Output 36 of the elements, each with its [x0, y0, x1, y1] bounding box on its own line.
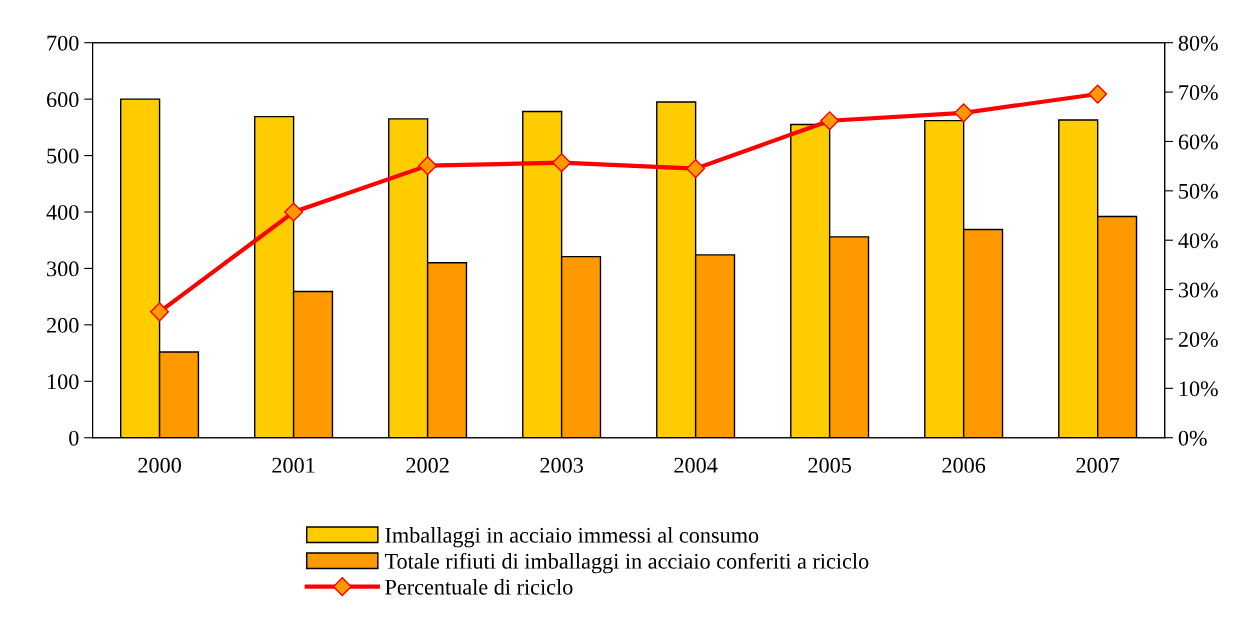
x-tick-label: 2003 — [540, 457, 583, 473]
point — [954, 103, 974, 123]
y-tick-label: 0 — [69, 430, 79, 446]
y2-tick-label: 60% — [1178, 134, 1218, 150]
point — [418, 156, 438, 176]
y2-tick-label: 50% — [1179, 183, 1218, 199]
y2-tick-label: 10% — [1179, 381, 1218, 397]
y-tick-label: 500 — [47, 148, 79, 164]
y-tick-label: 200 — [47, 317, 79, 333]
x-tick-label: 2001 — [272, 457, 315, 473]
x-tick-label: 2007 — [1076, 457, 1120, 473]
point — [686, 159, 706, 179]
y2-tick-label: 80% — [1178, 35, 1218, 51]
x-tick-label: 2006 — [942, 457, 986, 473]
y-tick-label: 700 — [47, 35, 79, 51]
point — [552, 153, 572, 173]
y2-tick-label: 40% — [1178, 233, 1218, 249]
y2-tick-label: 0% — [1178, 430, 1207, 446]
y2-tick-label: 70% — [1179, 85, 1218, 101]
y-tick-label: 600 — [47, 92, 79, 108]
y-tick-label: 400 — [46, 204, 79, 220]
y2-tick-label: 20% — [1178, 331, 1218, 347]
x-tick-label: 2002 — [406, 457, 449, 473]
point — [1088, 84, 1108, 104]
legend-label: Totale rifiuti di imballaggi in acciaio conferiti a riciclo — [384, 552, 869, 574]
y-tick-label: 300 — [47, 261, 79, 277]
x-tick-label: 2004 — [674, 457, 718, 473]
x-tick-label: 2005 — [808, 457, 851, 473]
point — [284, 202, 304, 222]
x-tick-label: 2000 — [138, 457, 181, 473]
point — [820, 111, 840, 131]
y2-tick-label: 30% — [1178, 282, 1218, 298]
legend-label: Imballaggi in acciaio immessi al consumo — [385, 527, 759, 548]
point — [150, 302, 170, 322]
y-tick-label: 100 — [48, 374, 79, 390]
legend-label: Percentuale di riciclo — [385, 579, 573, 595]
